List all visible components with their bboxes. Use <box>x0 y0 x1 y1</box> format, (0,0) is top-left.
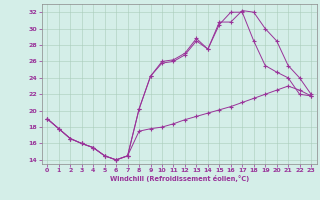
X-axis label: Windchill (Refroidissement éolien,°C): Windchill (Refroidissement éolien,°C) <box>109 175 249 182</box>
